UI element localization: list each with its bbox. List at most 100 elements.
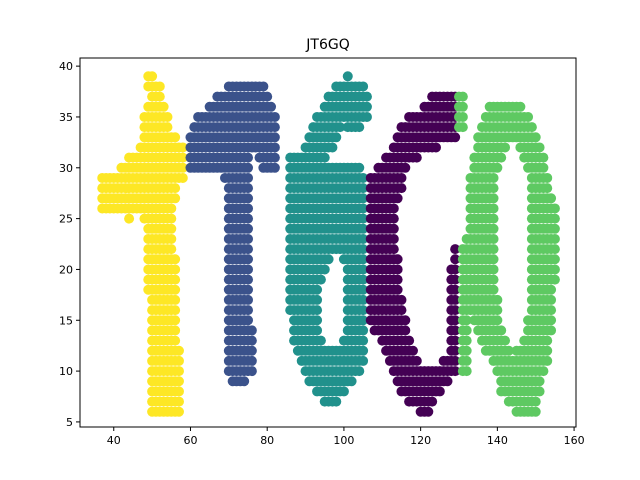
data-point <box>488 233 499 244</box>
data-point <box>361 91 372 102</box>
data-point <box>358 244 369 255</box>
data-point <box>404 335 415 346</box>
data-point <box>549 244 560 255</box>
data-point <box>450 345 461 356</box>
data-point <box>388 244 399 255</box>
data-point <box>411 355 422 366</box>
data-point <box>450 366 461 377</box>
series-2 <box>285 71 372 407</box>
data-point <box>358 193 369 204</box>
data-point <box>312 315 323 326</box>
data-point <box>396 183 407 194</box>
data-point <box>243 203 254 214</box>
data-point <box>358 264 369 275</box>
data-point <box>392 193 403 204</box>
data-point <box>488 203 499 214</box>
data-point <box>243 315 254 326</box>
data-point <box>542 172 553 183</box>
data-point <box>488 172 499 183</box>
series-4 <box>454 91 560 417</box>
data-point <box>269 111 280 122</box>
data-point <box>434 386 445 397</box>
data-point <box>269 162 280 173</box>
data-point <box>488 254 499 265</box>
data-point <box>354 122 365 133</box>
data-point <box>549 213 560 224</box>
y-tick-label: 10 <box>59 365 73 378</box>
data-point <box>246 355 257 366</box>
data-point <box>331 396 342 407</box>
data-point <box>358 305 369 316</box>
data-point <box>534 386 545 397</box>
data-point <box>246 335 257 346</box>
data-point <box>158 101 169 112</box>
data-point <box>538 162 549 173</box>
data-point <box>361 111 372 122</box>
data-point <box>358 172 369 183</box>
data-point <box>358 203 369 214</box>
data-point <box>546 294 557 305</box>
data-point <box>530 406 541 417</box>
data-point <box>392 274 403 285</box>
data-point <box>170 183 181 194</box>
x-tick-label: 120 <box>410 434 431 447</box>
data-point <box>243 294 254 305</box>
x-tick-label: 80 <box>260 434 274 447</box>
data-point <box>177 162 188 173</box>
data-point <box>427 396 438 407</box>
data-point <box>335 122 346 133</box>
data-point <box>546 315 557 326</box>
data-point <box>530 132 541 143</box>
x-tick-label: 100 <box>333 434 354 447</box>
data-point <box>500 335 511 346</box>
data-point <box>243 162 254 173</box>
data-point <box>396 172 407 183</box>
data-point <box>488 264 499 275</box>
data-point <box>243 254 254 265</box>
data-point <box>546 284 557 295</box>
data-point <box>546 325 557 336</box>
data-point <box>450 355 461 366</box>
data-point <box>542 345 553 356</box>
data-point <box>388 223 399 234</box>
x-tick-label: 60 <box>183 434 197 447</box>
data-point <box>173 376 184 387</box>
data-point <box>457 101 468 112</box>
data-point <box>388 213 399 224</box>
data-point <box>492 305 503 316</box>
y-tick-label: 30 <box>59 162 73 175</box>
data-point <box>243 264 254 275</box>
data-point <box>170 193 181 204</box>
data-point <box>538 366 549 377</box>
data-point <box>549 264 560 275</box>
data-point <box>166 233 177 244</box>
data-point <box>170 274 181 285</box>
y-tick-label: 25 <box>59 213 73 226</box>
data-point <box>354 366 365 377</box>
data-point <box>361 101 372 112</box>
data-point <box>243 213 254 224</box>
data-point <box>488 274 499 285</box>
data-point <box>396 294 407 305</box>
data-point <box>492 162 503 173</box>
data-point <box>457 122 468 133</box>
data-point <box>430 142 441 153</box>
data-point <box>312 325 323 336</box>
data-point <box>358 335 369 346</box>
data-point <box>173 366 184 377</box>
data-point <box>162 111 173 122</box>
data-point <box>243 284 254 295</box>
data-point <box>154 91 165 102</box>
data-point <box>400 315 411 326</box>
data-point <box>243 223 254 234</box>
data-point <box>170 335 181 346</box>
data-point <box>358 294 369 305</box>
y-tick-label: 15 <box>59 314 73 327</box>
data-point <box>358 223 369 234</box>
data-point <box>243 233 254 244</box>
data-point <box>457 91 468 102</box>
data-point <box>549 254 560 265</box>
data-point <box>269 142 280 153</box>
data-point <box>170 325 181 336</box>
